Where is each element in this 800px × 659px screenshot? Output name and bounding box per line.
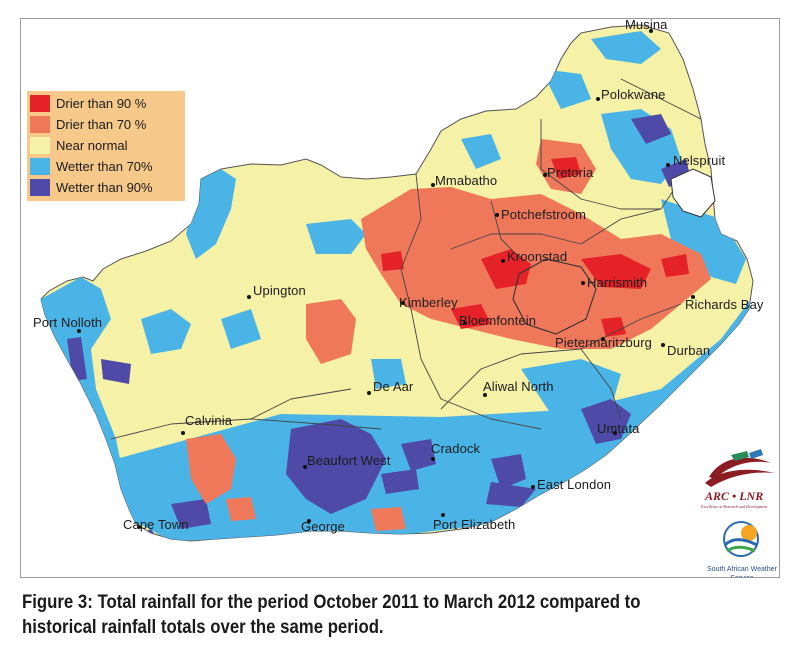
legend-item: Wetter than 70% <box>27 156 185 177</box>
east-london-dot <box>531 485 535 489</box>
place-durban: Durban <box>667 343 711 358</box>
place-kimberley: Kimberley <box>399 295 458 310</box>
place-musina: Musina <box>625 18 668 32</box>
place-bloemfontein: Bloemfontein <box>459 313 537 328</box>
place-kroonstad: Kroonstad <box>507 249 568 264</box>
saws-name: South African Weather Service <box>707 566 777 577</box>
place-east-london: East London <box>537 477 612 492</box>
harrismith-dot <box>581 281 585 285</box>
place-beaufort-west: Beaufort West <box>307 453 391 468</box>
place-potchefstroom: Potchefstroom <box>501 207 587 222</box>
arc-lnr-logo: ARC • LNR Excellence in Research and Dev… <box>701 447 779 519</box>
legend-label: Drier than 70 % <box>56 117 147 132</box>
kroonstad-dot <box>501 259 505 263</box>
place-richards-bay: Richards Bay <box>685 297 764 312</box>
kimberley-dot <box>401 301 405 305</box>
richards-bay-dot <box>691 295 695 299</box>
potchefstroom-dot <box>495 213 499 217</box>
saws-logo: South African Weather Service <box>701 519 779 577</box>
place-pretoria: Pretoria <box>547 165 594 180</box>
place-harrismith: Harrismith <box>587 275 648 290</box>
place-port-nolloth: Port Nolloth <box>33 315 103 330</box>
legend-label: Near normal <box>56 138 128 153</box>
cradock-dot <box>431 457 435 461</box>
de-aar-dot <box>367 391 371 395</box>
legend-item: Wetter than 90% <box>27 177 185 198</box>
polokwane-dot <box>596 97 600 101</box>
place-calvinia: Calvinia <box>185 413 233 428</box>
musina-dot <box>649 29 653 33</box>
place-george: George <box>301 519 345 534</box>
legend-label: Wetter than 90% <box>56 180 153 195</box>
port-nolloth-dot <box>77 329 81 333</box>
place-port-elizabeth: Port Elizabeth <box>433 517 516 532</box>
beaufort-west-dot <box>303 465 307 469</box>
legend-swatch-drier-70 <box>30 116 50 133</box>
legend-swatch-wetter-90 <box>30 179 50 196</box>
legend-item: Near normal <box>27 135 185 156</box>
figure-caption: Figure 3: Total rainfall for the period … <box>22 591 641 638</box>
pretoria-dot <box>543 173 547 177</box>
durban-dot <box>661 343 665 347</box>
arc-swoosh-icon <box>705 449 775 487</box>
legend-swatch-wetter-70 <box>30 158 50 175</box>
cape-town-dot <box>137 525 141 529</box>
legend-item: Drier than 70 % <box>27 114 185 135</box>
place-upington: Upington <box>253 283 306 298</box>
nelspruit-dot <box>666 163 670 167</box>
legend-label: Wetter than 70% <box>56 159 153 174</box>
place-mmabatho: Mmabatho <box>435 173 498 188</box>
place-de-aar: De Aar <box>373 379 414 394</box>
bloemfontein-dot <box>463 321 467 325</box>
place-aliwal-north: Aliwal North <box>483 379 554 394</box>
legend-swatch-near-normal <box>30 137 50 154</box>
place-cape-town: Cape Town <box>123 517 189 532</box>
calvinia-dot <box>181 431 185 435</box>
legend-label: Drier than 90 % <box>56 96 147 111</box>
upington-dot <box>247 295 251 299</box>
pietermaritzburg-dot <box>601 337 605 341</box>
arc-tagline: Excellence in Research and Development <box>701 504 768 509</box>
george-dot <box>307 519 311 523</box>
place-polokwane: Polokwane <box>601 87 666 102</box>
map-legend: Drier than 90 % Drier than 70 % Near nor… <box>27 91 185 201</box>
saws-emblem-icon <box>723 521 759 557</box>
map-frame: Musina Polokwane Nelspruit Mmabatho Pret… <box>20 18 780 578</box>
mmabatho-dot <box>431 183 435 187</box>
legend-swatch-drier-90 <box>30 95 50 112</box>
legend-item: Drier than 90 % <box>27 93 185 114</box>
aliwal-north-dot <box>483 393 487 397</box>
place-umtata: Umtata <box>597 421 640 436</box>
place-cradock: Cradock <box>431 441 481 456</box>
rainfall-map <box>40 24 754 542</box>
place-nelspruit: Nelspruit <box>673 153 726 168</box>
umtata-dot <box>613 431 617 435</box>
place-pietermaritzburg: Pietermaritzburg <box>555 335 652 350</box>
arc-name: ARC • LNR <box>705 489 764 503</box>
port-elizabeth-dot <box>441 513 445 517</box>
